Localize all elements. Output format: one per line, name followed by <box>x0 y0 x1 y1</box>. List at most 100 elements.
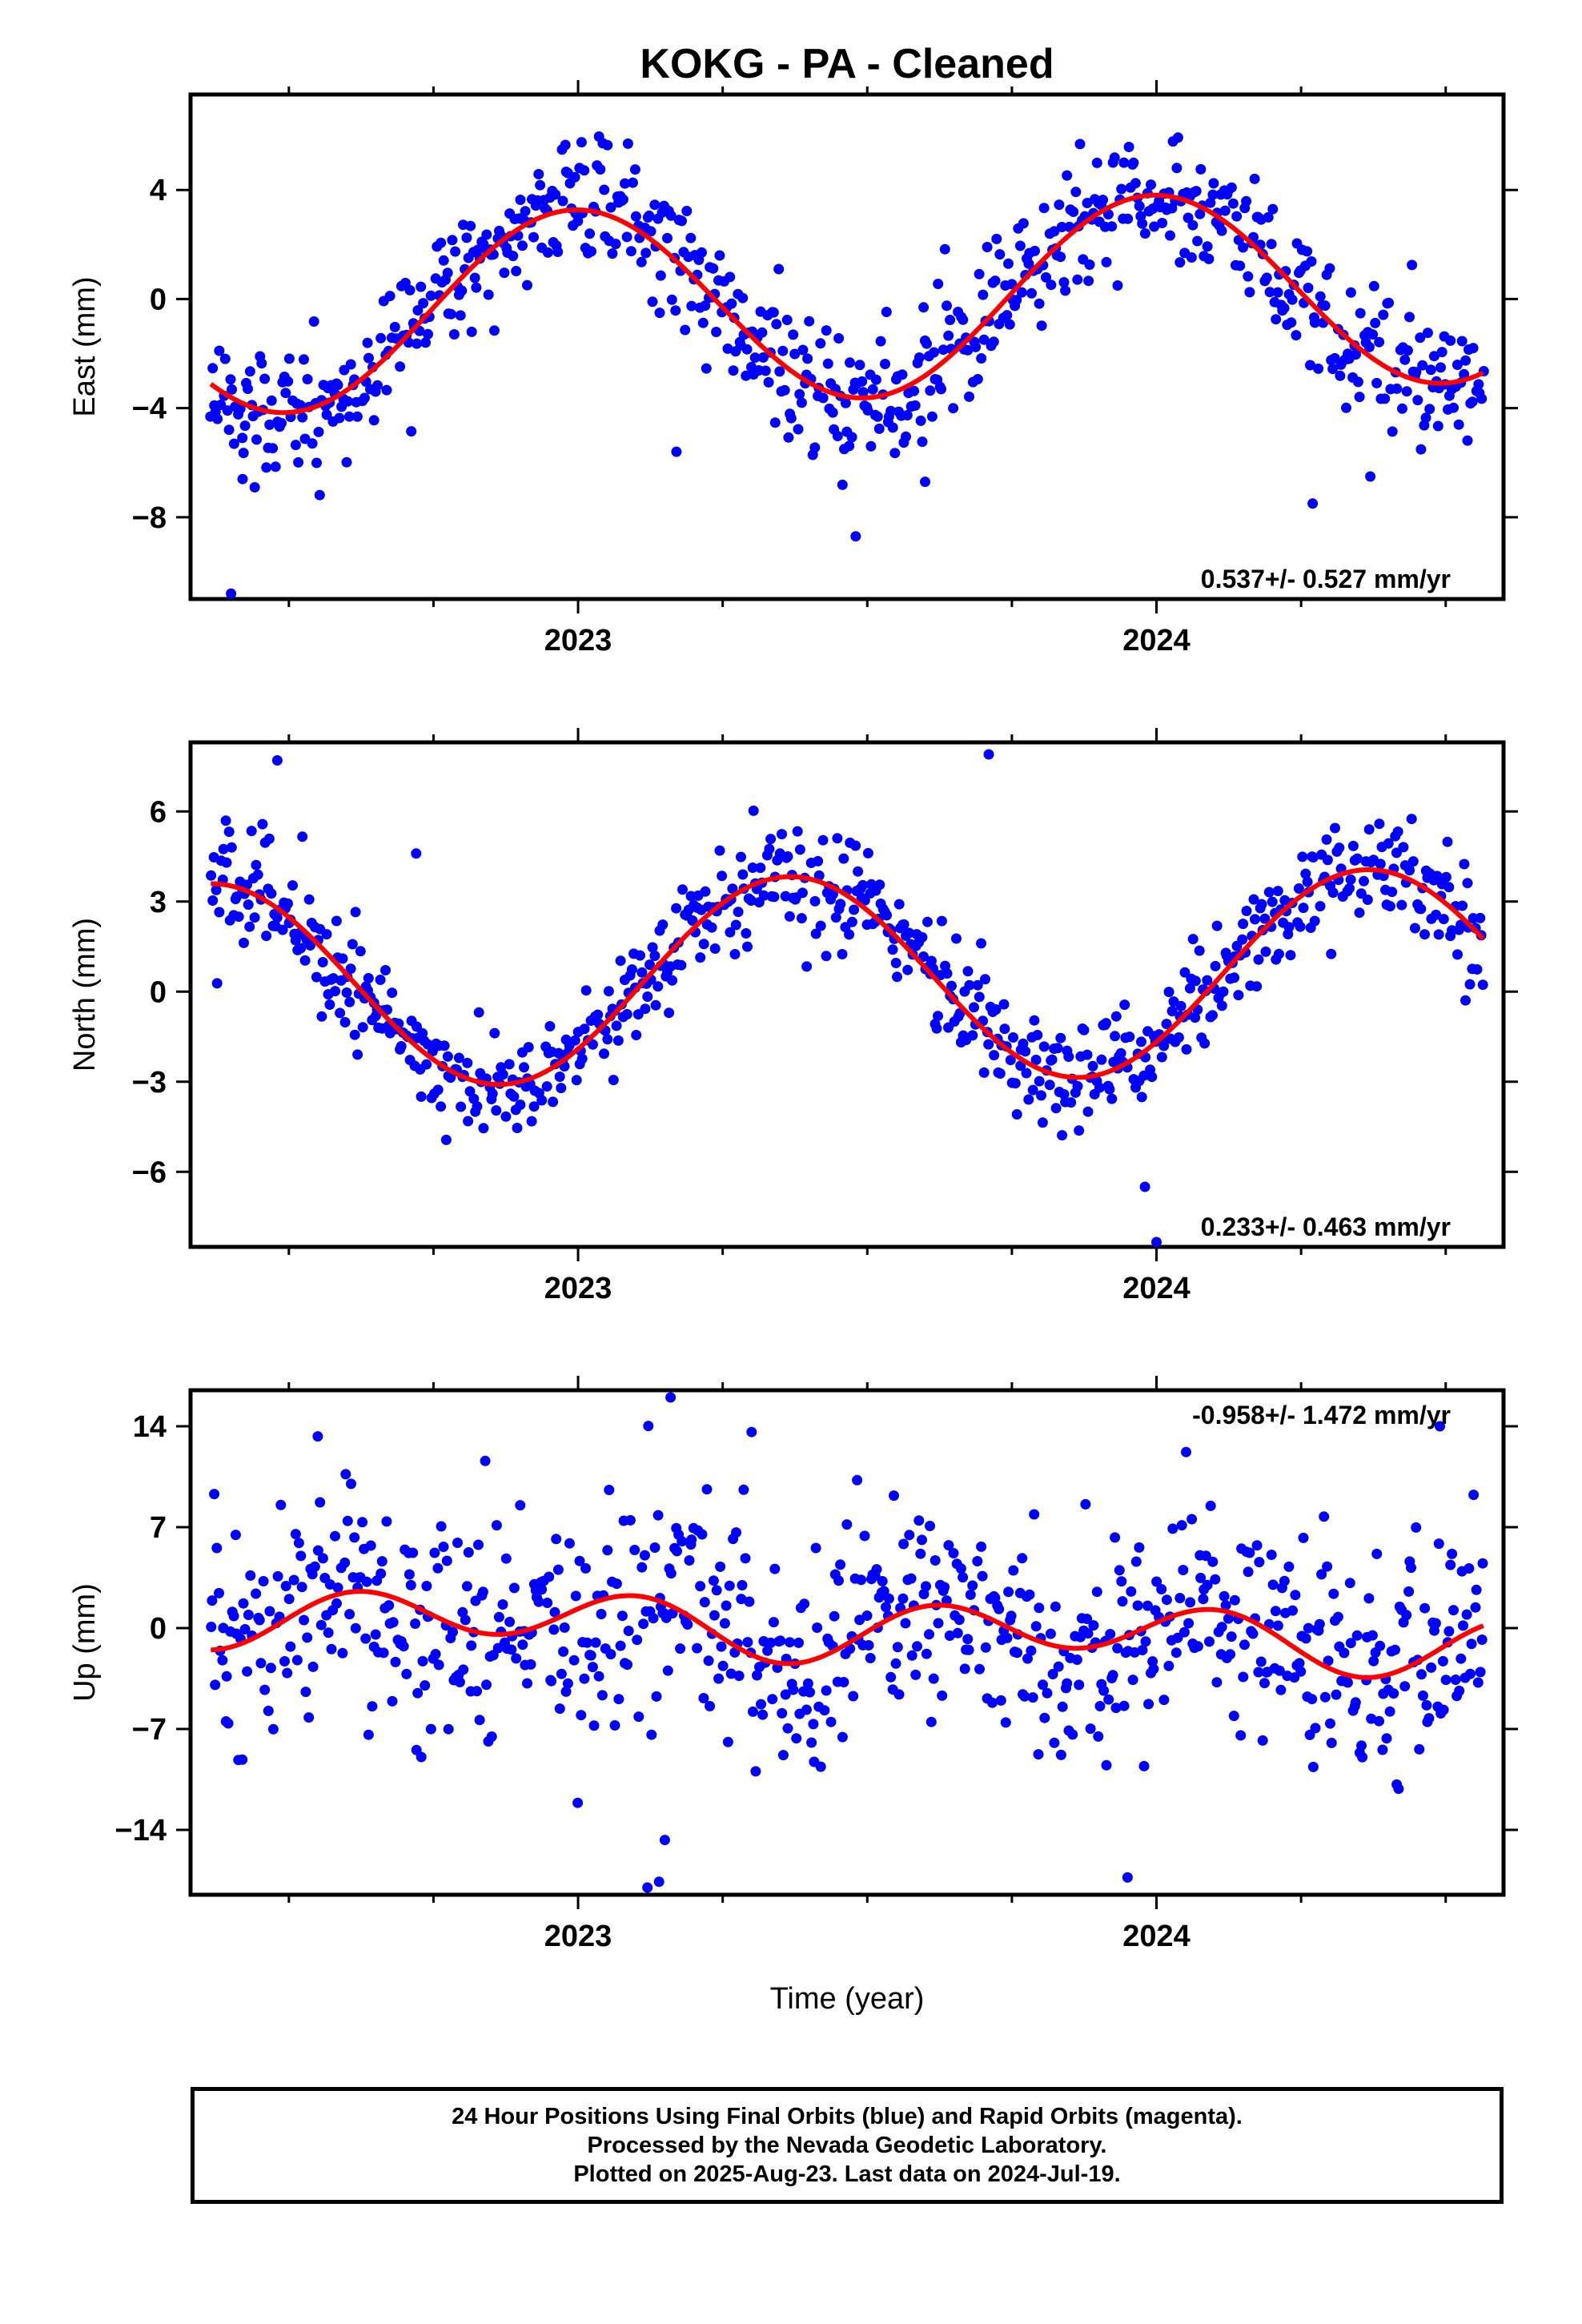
data-point <box>1365 471 1376 482</box>
data-point <box>962 966 974 977</box>
data-point <box>548 1096 559 1108</box>
data-point <box>1018 218 1029 229</box>
data-point <box>885 1671 897 1683</box>
data-point <box>519 1062 529 1073</box>
data-point <box>769 417 781 428</box>
data-point <box>243 384 253 394</box>
data-point <box>945 315 956 325</box>
data-point <box>677 884 688 895</box>
data-point <box>569 1035 580 1046</box>
data-point <box>462 1057 473 1068</box>
data-point <box>1115 1047 1126 1059</box>
data-point <box>862 404 873 416</box>
data-point <box>1023 1094 1034 1105</box>
data-point <box>456 285 468 296</box>
data-point <box>697 317 709 328</box>
data-point <box>430 1649 441 1659</box>
data-point <box>1303 283 1314 293</box>
data-point <box>1442 836 1453 847</box>
data-point <box>576 137 587 148</box>
data-point <box>1447 1548 1458 1559</box>
data-point <box>967 1580 978 1591</box>
data-point <box>987 1697 998 1708</box>
data-point <box>644 210 655 221</box>
data-point <box>593 1671 604 1682</box>
data-point <box>655 270 666 281</box>
data-point <box>1171 163 1182 174</box>
data-point <box>837 1731 848 1743</box>
data-point <box>246 826 257 837</box>
data-point <box>1005 1055 1016 1066</box>
data-point <box>665 210 677 221</box>
data-point <box>469 272 480 283</box>
plot-frame <box>188 92 1506 601</box>
data-point <box>1110 1532 1121 1543</box>
data-point <box>1440 871 1452 883</box>
data-point <box>1137 218 1148 229</box>
data-point <box>1039 1712 1050 1723</box>
data-point <box>1130 178 1141 189</box>
data-point <box>873 423 885 434</box>
data-point <box>767 1694 778 1705</box>
data-point <box>499 267 510 279</box>
data-point <box>1305 360 1315 371</box>
data-point <box>1259 913 1271 924</box>
data-point <box>410 1618 421 1629</box>
data-point <box>1416 1669 1427 1680</box>
y-axis-label: North (mm) <box>68 918 102 1072</box>
data-point <box>806 1737 817 1748</box>
data-point <box>1352 376 1363 388</box>
data-point <box>1058 277 1070 287</box>
data-point <box>794 844 805 855</box>
data-point <box>1329 352 1340 364</box>
data-point <box>533 169 544 179</box>
data-point <box>1476 393 1488 404</box>
data-point <box>1401 386 1412 397</box>
data-point <box>1374 336 1385 348</box>
data-point <box>881 307 892 317</box>
x-tick-label: 2023 <box>544 1920 612 1953</box>
data-point <box>1017 1553 1028 1564</box>
data-point <box>717 870 728 882</box>
data-point <box>646 1729 657 1740</box>
data-point <box>652 981 664 992</box>
data-point <box>1006 1610 1017 1622</box>
data-point <box>251 1588 262 1599</box>
data-point <box>1104 1084 1115 1095</box>
y-tick-label: 0 <box>150 283 167 316</box>
data-point <box>777 829 787 840</box>
data-point <box>299 955 311 966</box>
data-point <box>576 1053 588 1064</box>
data-point <box>1374 818 1385 830</box>
data-point <box>344 1609 355 1620</box>
data-point <box>1211 1677 1223 1688</box>
data-point <box>1130 1556 1142 1567</box>
data-point <box>1056 222 1067 232</box>
data-point <box>526 1116 537 1127</box>
data-point <box>994 1603 1005 1614</box>
data-point <box>1034 298 1045 309</box>
data-point <box>1357 1751 1368 1763</box>
data-point <box>1294 1658 1305 1669</box>
data-point <box>733 1671 745 1682</box>
data-point <box>974 268 985 279</box>
data-point <box>307 1661 319 1672</box>
data-point <box>441 1555 452 1566</box>
data-point <box>303 1712 315 1723</box>
data-point <box>736 1594 747 1605</box>
data-point <box>1032 1030 1043 1040</box>
data-point <box>585 1650 596 1661</box>
data-point <box>977 1570 988 1582</box>
data-point <box>533 1596 544 1607</box>
data-point <box>605 1649 616 1660</box>
data-point <box>850 531 861 542</box>
data-point <box>1207 1556 1219 1567</box>
data-point <box>782 1723 793 1734</box>
data-point <box>1362 895 1373 905</box>
data-point <box>1251 1540 1263 1551</box>
data-point <box>948 403 959 414</box>
y-tick-label: −7 <box>132 1713 167 1747</box>
data-point <box>1219 205 1231 216</box>
data-point <box>980 974 990 985</box>
data-point <box>347 939 358 950</box>
